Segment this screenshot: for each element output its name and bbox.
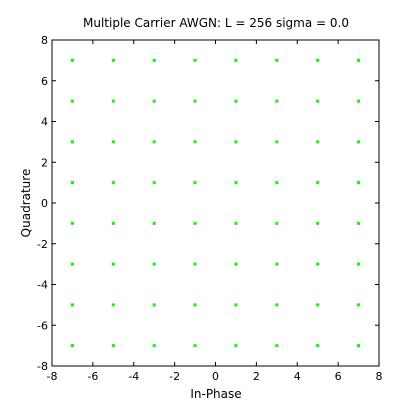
data-point (316, 58, 320, 62)
data-point (193, 303, 197, 307)
x-tick-label: -4 (128, 370, 139, 383)
data-point (193, 344, 197, 348)
data-point (234, 181, 238, 185)
data-point (316, 181, 320, 185)
data-point (70, 303, 74, 307)
y-tick-label: -6 (37, 319, 48, 332)
axis-ticks: -8 -6 -4 -2 0 2 4 6 8 -8 -6 -4 -2 0 2 4 6 8 (37, 34, 382, 383)
data-point (111, 181, 115, 185)
data-point (70, 221, 74, 225)
data-point (152, 140, 156, 144)
y-tick-label: -2 (37, 238, 48, 251)
data-point (70, 181, 74, 185)
data-point (152, 99, 156, 103)
data-point (316, 140, 320, 144)
data-point (275, 181, 279, 185)
data-point (193, 262, 197, 266)
data-point (357, 303, 361, 307)
x-tick-label: -2 (169, 370, 180, 383)
data-point (111, 344, 115, 348)
data-point (111, 221, 115, 225)
x-tick-label: -6 (87, 370, 98, 383)
y-tick-label: 2 (41, 156, 48, 169)
data-point (234, 221, 238, 225)
data-point (357, 58, 361, 62)
data-point (70, 99, 74, 103)
data-point (152, 344, 156, 348)
data-point (111, 58, 115, 62)
data-point (275, 140, 279, 144)
data-point (275, 221, 279, 225)
y-tick-label: 8 (41, 34, 48, 47)
y-tick-label: 6 (41, 75, 48, 88)
data-point (152, 262, 156, 266)
y-axis-label: Quadrature (19, 169, 33, 238)
data-point (152, 58, 156, 62)
data-point (152, 221, 156, 225)
data-point (111, 99, 115, 103)
data-point (111, 140, 115, 144)
data-point (357, 344, 361, 348)
x-tick-label: 4 (294, 370, 301, 383)
data-point (357, 221, 361, 225)
data-point (316, 99, 320, 103)
data-point (193, 99, 197, 103)
data-point (275, 262, 279, 266)
data-point (193, 140, 197, 144)
data-point (357, 181, 361, 185)
y-tick-label: -4 (37, 279, 48, 292)
data-point (316, 221, 320, 225)
data-point (193, 181, 197, 185)
data-point (152, 181, 156, 185)
data-point (275, 58, 279, 62)
data-point (275, 99, 279, 103)
data-points (70, 58, 361, 348)
data-point (193, 58, 197, 62)
x-tick-label: 6 (335, 370, 342, 383)
data-point (111, 303, 115, 307)
y-tick-label: -8 (37, 360, 48, 373)
data-point (70, 58, 74, 62)
y-tick-label: 0 (41, 197, 48, 210)
data-point (316, 344, 320, 348)
chart-title: Multiple Carrier AWGN: L = 256 sigma = 0… (83, 16, 349, 30)
x-tick-label: 8 (376, 370, 383, 383)
data-point (275, 344, 279, 348)
plot-frame (51, 39, 380, 367)
data-point (316, 262, 320, 266)
data-point (234, 58, 238, 62)
data-point (357, 262, 361, 266)
x-tick-label: -8 (47, 370, 58, 383)
data-point (234, 303, 238, 307)
x-tick-label: 2 (253, 370, 260, 383)
x-tick-label: 0 (212, 370, 219, 383)
data-point (234, 262, 238, 266)
data-point (234, 99, 238, 103)
data-point (275, 303, 279, 307)
data-point (152, 303, 156, 307)
data-point (357, 140, 361, 144)
data-point (357, 99, 361, 103)
data-point (70, 262, 74, 266)
data-point (316, 303, 320, 307)
x-axis-label: In-Phase (190, 387, 241, 401)
data-point (234, 344, 238, 348)
data-point (70, 140, 74, 144)
data-point (234, 140, 238, 144)
data-point (193, 221, 197, 225)
y-tick-label: 4 (41, 116, 48, 129)
data-point (111, 262, 115, 266)
data-point (70, 344, 74, 348)
